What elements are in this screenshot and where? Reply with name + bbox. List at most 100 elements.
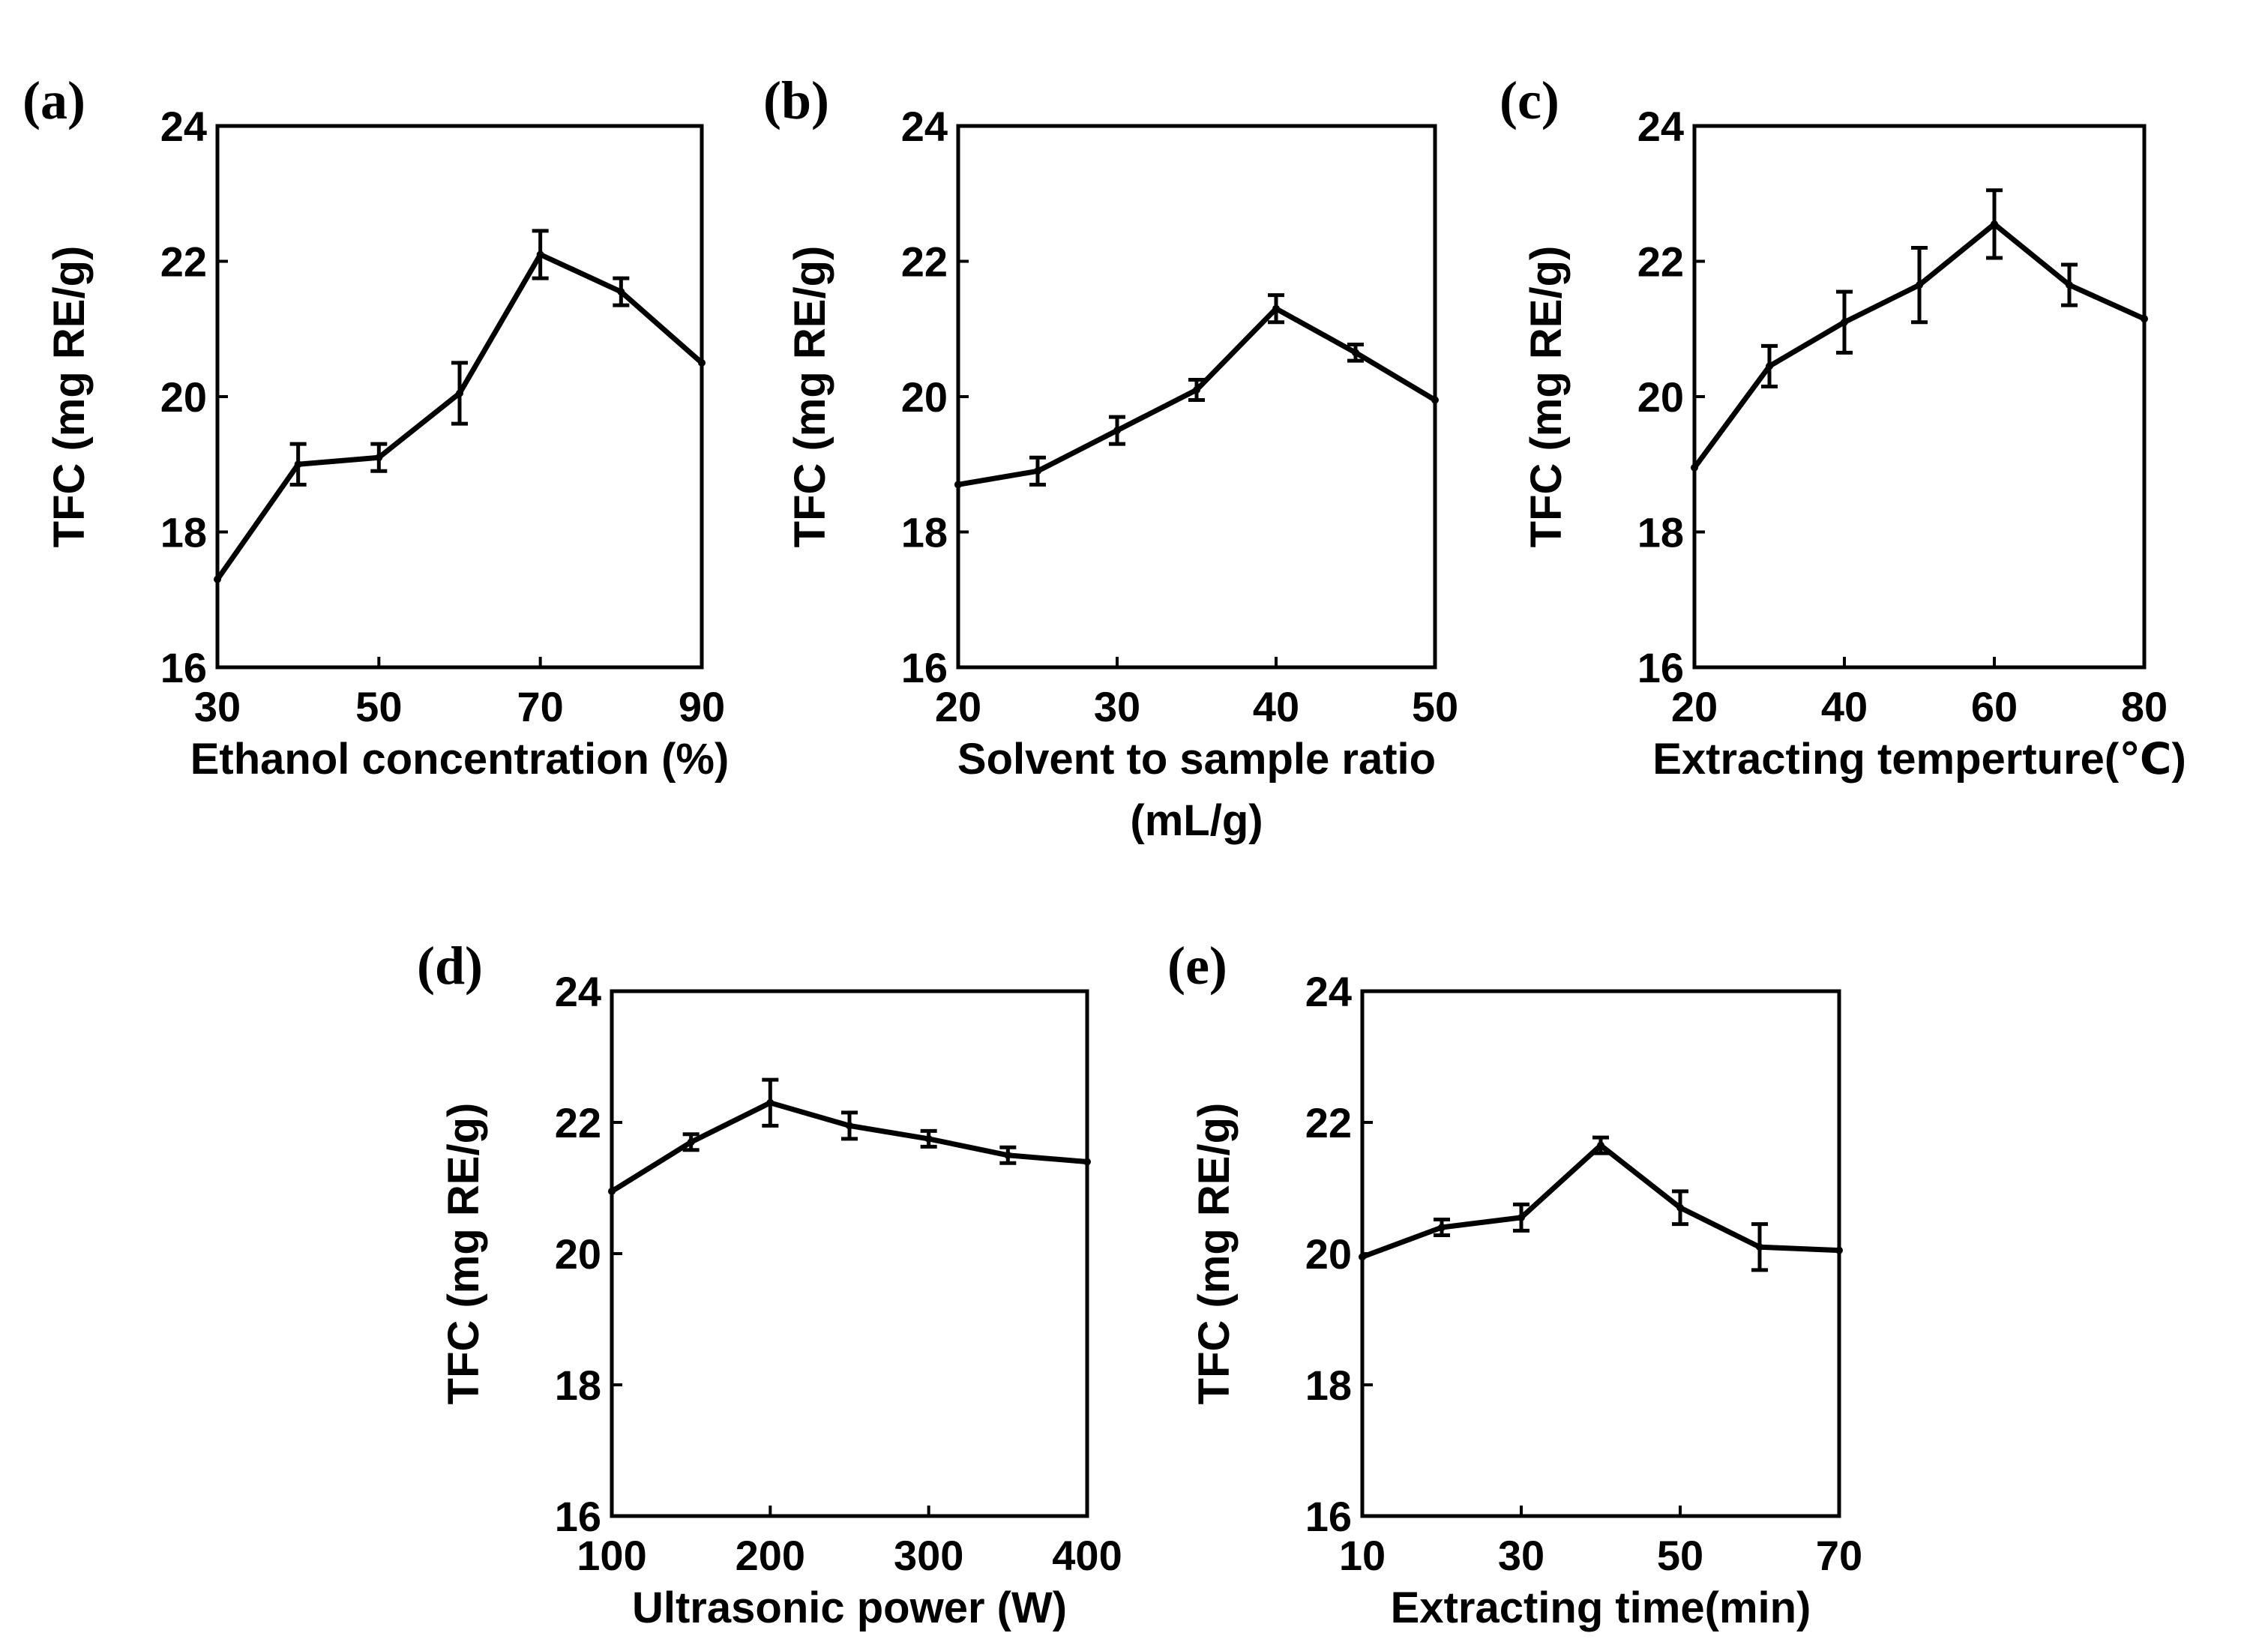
- y-tick-label: 24: [1305, 968, 1352, 1015]
- y-tick-label: 22: [555, 1099, 601, 1146]
- x-tick-label: 40: [1253, 683, 1299, 730]
- y-tick-label: 16: [555, 1493, 601, 1540]
- chart-panel-d: (d) 16 18 20 22 24 100 200 300 400 Ultrasonic powe…: [417, 936, 1122, 1632]
- y-tick-label: 18: [160, 509, 207, 556]
- x-tick-label: 30: [194, 683, 241, 730]
- data-point: [1916, 281, 1923, 289]
- y-tick-label: 22: [901, 238, 948, 286]
- data-point: [608, 1187, 616, 1195]
- data-point: [1083, 1158, 1091, 1166]
- y-tick-label: 18: [555, 1362, 601, 1409]
- data-point: [1359, 1253, 1366, 1261]
- plot-frame: [1360, 989, 1841, 1518]
- y-tick-label: 18: [1637, 509, 1684, 556]
- data-point: [1756, 1243, 1763, 1251]
- chart-panel-a: (a) 16 18 20 22 24 30 50 70 90 Ethanol concentrati…: [22, 70, 729, 784]
- x-tick-label: 80: [2121, 683, 2168, 730]
- x-tick-label: 50: [355, 683, 402, 730]
- y-tick-label: 16: [160, 644, 207, 691]
- data-point: [1438, 1224, 1446, 1231]
- x-tick-label: 90: [679, 683, 725, 730]
- x-tick-label: 300: [894, 1532, 963, 1579]
- data-point: [1841, 318, 1848, 326]
- data-point: [1431, 396, 1439, 404]
- chart-panel-c: (c) 16 18 20 22 24 20 40 60 80 Extracting tempertu…: [1500, 70, 2186, 784]
- data-point: [1766, 362, 1773, 370]
- data-point: [2141, 315, 2148, 323]
- x-tick-label: 70: [517, 683, 564, 730]
- x-tick-label: 60: [1971, 683, 2018, 730]
- panel-label: (c): [1500, 70, 1559, 130]
- plot-frame: [610, 989, 1089, 1518]
- panel-label: (e): [1167, 936, 1227, 996]
- x-tick-label: 70: [1816, 1532, 1862, 1579]
- data-point: [536, 250, 544, 259]
- x-axis-title: Ethanol concentration (%): [190, 735, 730, 784]
- y-tick-label: 24: [160, 103, 207, 150]
- data-point: [924, 1134, 933, 1143]
- data-point: [1004, 1151, 1012, 1159]
- x-axis-title: Ultrasonic power (W): [632, 1584, 1067, 1632]
- y-tick-label: 20: [160, 373, 207, 421]
- data-point: [698, 358, 706, 367]
- chart-panel-b: (b) 16 18 20 22 24 20 30 40 50 Solvent to sample r…: [763, 70, 1458, 845]
- y-axis-title: TFC (mg RE/g): [786, 246, 834, 548]
- x-tick-label: 200: [736, 1532, 805, 1579]
- data-point: [375, 454, 383, 462]
- y-axis-title: TFC (mg RE/g): [1522, 246, 1571, 548]
- data-point: [1835, 1246, 1843, 1254]
- y-tick-label: 24: [555, 968, 601, 1015]
- x-tick-label: 20: [1671, 683, 1718, 730]
- y-tick-label: 24: [901, 103, 948, 150]
- y-axis-title: TFC (mg RE/g): [45, 246, 94, 548]
- x-axis-title: Extracting time(min): [1391, 1584, 1811, 1632]
- data-point: [687, 1138, 695, 1146]
- y-tick-label: 20: [1305, 1230, 1352, 1278]
- data-point: [1113, 427, 1121, 435]
- data-point: [214, 575, 221, 583]
- y-tick-label: 22: [160, 238, 207, 286]
- x-tick-label: 100: [577, 1532, 646, 1579]
- data-point: [954, 481, 962, 489]
- y-tick-label: 22: [1305, 1099, 1352, 1146]
- y-tick-label: 18: [901, 509, 948, 556]
- x-tick-label: 50: [1657, 1532, 1703, 1579]
- data-point: [1352, 349, 1359, 357]
- y-tick-label: 22: [1637, 238, 1684, 286]
- data-point: [1597, 1141, 1604, 1149]
- x-tick-label: 40: [1821, 683, 1868, 730]
- data-point: [1691, 463, 1698, 472]
- x-tick-label: 30: [1498, 1532, 1544, 1579]
- data-point: [1272, 304, 1280, 313]
- x-tick-label: 50: [1412, 683, 1458, 730]
- data-point: [1193, 385, 1200, 394]
- data-point: [1676, 1203, 1684, 1212]
- data-point: [1991, 220, 1998, 228]
- y-tick-label: 16: [1637, 644, 1684, 691]
- data-point: [766, 1098, 774, 1107]
- y-axis-title: TFC (mg RE/g): [439, 1103, 488, 1405]
- y-axis-title: TFC (mg RE/g): [1190, 1103, 1239, 1405]
- data-point: [1517, 1213, 1525, 1221]
- y-tick-label: 24: [1637, 103, 1684, 150]
- x-tick-label: 400: [1052, 1532, 1122, 1579]
- y-tick-label: 20: [555, 1230, 601, 1278]
- series-line: [1361, 1143, 1840, 1260]
- data-point: [617, 288, 625, 296]
- y-tick-label: 16: [901, 644, 948, 691]
- panel-label: (d): [417, 936, 483, 996]
- data-point: [2066, 281, 2073, 289]
- x-axis-title: Solvent to sample ratio: [957, 735, 1436, 784]
- data-point: [294, 460, 302, 469]
- x-tick-label: 10: [1339, 1532, 1386, 1579]
- y-tick-label: 16: [1305, 1493, 1352, 1540]
- y-tick-label: 18: [1305, 1362, 1352, 1409]
- y-tick-label: 20: [1637, 373, 1684, 421]
- data-point: [456, 389, 463, 397]
- chart-panels: (a) 16 18 20 22 24 30 50 70 90 Ethanol concentrati…: [22, 70, 2186, 1632]
- panel-label: (a): [22, 70, 85, 130]
- x-tick-label: 20: [935, 683, 981, 730]
- plot-frame: [1692, 124, 2147, 670]
